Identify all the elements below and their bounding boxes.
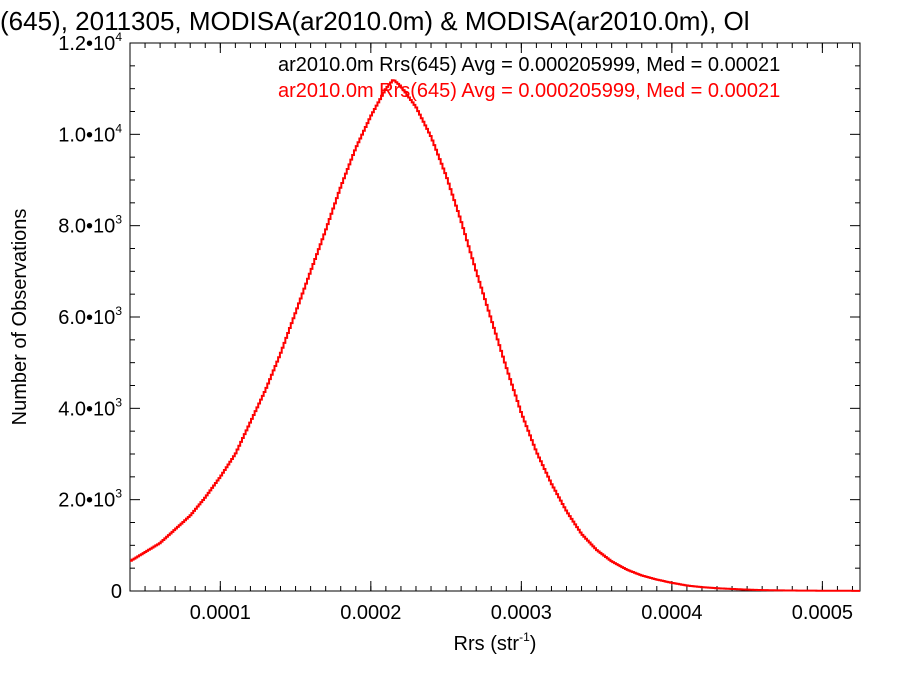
y-tick-label: 0 [111,581,122,603]
x-tick-label: 0.0004 [641,602,702,624]
x-tick-label: 0.0001 [190,602,251,624]
x-tick-label: 0.0002 [340,602,401,624]
x-tick-label: 0.0003 [491,602,552,624]
x-axis-label: Rrs (str-1) [454,630,537,655]
y-axis-ticks: 0 2.0•103 4.0•103 6.0•103 8.0•103 1.0•104 1.2•… [58,30,860,603]
y-tick-label: 8.0•103 [58,213,122,238]
legend-entry-1: ar2010.0m Rrs(645) Avg = 0.000205999, Me… [278,54,780,76]
y-tick-label: 2.0•103 [58,487,122,512]
x-axis-ticks: 0.0001 0.0002 0.0003 0.0004 0.0005 [144,43,853,624]
histogram-series-line [130,79,860,592]
y-axis-label: Number of Observations [9,209,31,426]
x-tick-label: 0.0005 [792,602,853,624]
chart-title: (645), 2011305, MODISA(ar2010.0m) & MODI… [0,6,749,36]
y-tick-label: 6.0•103 [58,304,122,329]
y-tick-label: 4.0•103 [58,395,122,420]
legend-entry-2: ar2010.0m Rrs(645) Avg = 0.000205999, Me… [278,80,780,102]
y-tick-label: 1.2•104 [58,30,122,55]
y-tick-label: 1.0•104 [58,121,122,146]
plot-frame [129,42,861,592]
